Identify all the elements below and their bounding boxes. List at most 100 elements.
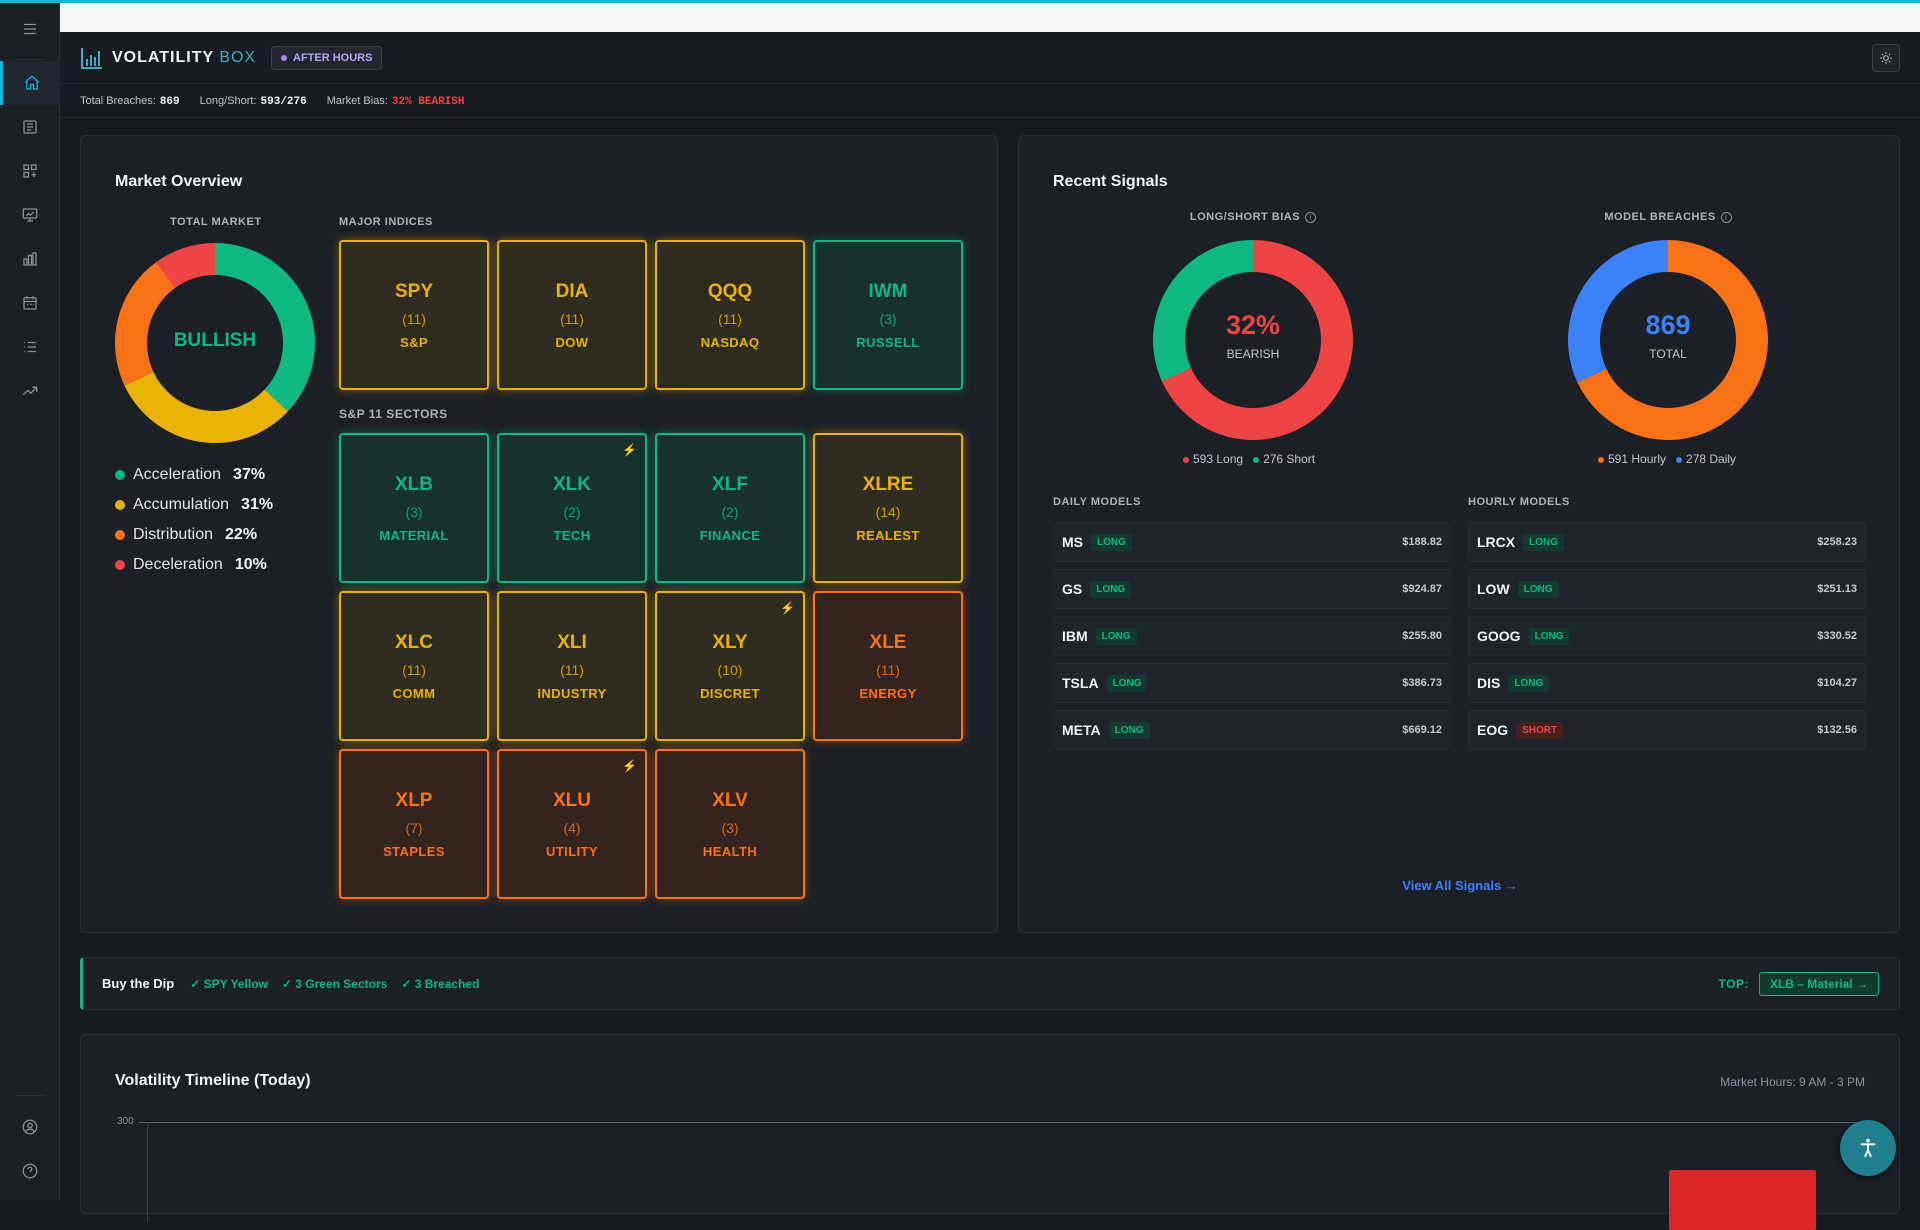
signal-side-badge: LONG bbox=[1090, 580, 1132, 598]
signal-ticker: GS bbox=[1062, 581, 1083, 597]
tile-count: (2) bbox=[721, 503, 739, 520]
y-tick-label: 300 bbox=[117, 1116, 134, 1127]
donut-segment bbox=[1577, 240, 1768, 440]
tile-xlf[interactable]: XLF (2) FINANCE bbox=[655, 433, 805, 583]
recent-signals-panel: Recent Signals LONG/SHORT BIAS i 32% BEAR… bbox=[1018, 135, 1900, 933]
tile-count: (11) bbox=[402, 310, 426, 327]
grid-icon[interactable] bbox=[0, 149, 60, 193]
legend-dot bbox=[1253, 456, 1260, 463]
tile-name: UTILITY bbox=[546, 843, 598, 859]
tile-xlk[interactable]: XLK (2) TECH ⚡ bbox=[497, 433, 647, 583]
theme-toggle-button[interactable] bbox=[1872, 44, 1900, 72]
tile-symbol: XLB bbox=[395, 473, 433, 495]
info-icon[interactable]: i bbox=[1305, 211, 1317, 223]
trending-up-icon[interactable] bbox=[0, 369, 60, 413]
tile-symbol: DIA bbox=[555, 280, 589, 302]
tile-symbol: XLP bbox=[395, 789, 433, 811]
logo-accent: BOX bbox=[219, 49, 257, 66]
phase-dot bbox=[115, 500, 125, 510]
signal-row-ms[interactable]: MS LONG $188.82 bbox=[1053, 522, 1451, 562]
bias-legend: 593 Long 276 Short bbox=[1183, 452, 1315, 466]
tile-dia[interactable]: DIA (11) DOW bbox=[497, 240, 647, 390]
tile-xle[interactable]: XLE (11) ENERGY bbox=[813, 591, 963, 741]
bias-pct: 32% bbox=[1225, 310, 1281, 340]
panel-title: Recent Signals bbox=[1053, 173, 1168, 190]
tile-symbol: XLRE bbox=[862, 473, 914, 495]
sidebar-divider bbox=[14, 1095, 46, 1096]
legend-dot bbox=[1183, 456, 1189, 463]
legend-daily: 278 Daily bbox=[1676, 452, 1736, 466]
signal-row-gs[interactable]: GS LONG $924.87 bbox=[1053, 569, 1451, 609]
panel-title: Volatility Timeline (Today) bbox=[115, 1072, 311, 1089]
info-icon[interactable]: i bbox=[1720, 211, 1732, 223]
timeline-bar[interactable] bbox=[1669, 1170, 1816, 1230]
signal-ticker: DIS bbox=[1477, 675, 1501, 691]
legend-dot bbox=[1676, 456, 1683, 463]
signal-row-dis[interactable]: DIS LONG $104.27 bbox=[1468, 663, 1866, 703]
top-label: TOP: bbox=[1718, 977, 1749, 991]
news-icon[interactable] bbox=[0, 105, 60, 149]
dip-check: ✓ SPY Yellow bbox=[190, 976, 268, 991]
signal-row-tsla[interactable]: TSLA LONG $386.73 bbox=[1053, 663, 1451, 703]
help-circle-icon[interactable] bbox=[0, 1149, 60, 1193]
accessibility-button[interactable] bbox=[1840, 1120, 1896, 1176]
tile-name: INDUSTRY bbox=[537, 685, 607, 701]
donut-segment bbox=[124, 371, 288, 443]
app-header: VOLATILITY BOX AFTER HOURS bbox=[60, 32, 1920, 84]
buy-the-dip-bar: Buy the Dip ✓ SPY Yellow ✓ 3 Green Secto… bbox=[80, 957, 1900, 1010]
signal-row-goog[interactable]: GOOG LONG $330.52 bbox=[1468, 616, 1866, 656]
logo-text: VOLATILITY BOX bbox=[112, 49, 256, 67]
signal-price: $104.27 bbox=[1817, 677, 1857, 689]
tile-name: DOW bbox=[555, 334, 589, 350]
tile-xlp[interactable]: XLP (7) STAPLES bbox=[339, 749, 489, 899]
sidebar-divider bbox=[14, 59, 46, 60]
tile-symbol: XLV bbox=[712, 789, 748, 811]
phase-distribution: Distribution 22% bbox=[115, 526, 257, 544]
list-icon[interactable] bbox=[0, 325, 60, 369]
tile-name: REALEST bbox=[856, 527, 920, 543]
tile-xli[interactable]: XLI (11) INDUSTRY bbox=[497, 591, 647, 741]
tile-name: RUSSELL bbox=[856, 334, 920, 350]
tile-symbol: SPY bbox=[394, 280, 434, 302]
view-all-signals-link[interactable]: View All Signals → bbox=[1402, 878, 1518, 893]
signal-price: $330.52 bbox=[1817, 630, 1857, 642]
signal-ticker: MS bbox=[1062, 534, 1083, 550]
tile-xlv[interactable]: XLV (3) HEALTH bbox=[655, 749, 805, 899]
sectors-label: S&P 11 SECTORS bbox=[339, 407, 448, 421]
bar-chart-icon[interactable] bbox=[0, 237, 60, 281]
menu-icon[interactable] bbox=[0, 7, 60, 51]
calendar-icon[interactable] bbox=[0, 281, 60, 325]
signal-row-lrcx[interactable]: LRCX LONG $258.23 bbox=[1468, 522, 1866, 562]
tile-spy[interactable]: SPY (11) S&P bbox=[339, 240, 489, 390]
y-gridline bbox=[139, 1122, 1869, 1123]
tile-count: (7) bbox=[405, 819, 423, 836]
dip-top-pick: TOP: XLB – Material → bbox=[1719, 972, 1879, 996]
tile-xlb[interactable]: XLB (3) MATERIAL bbox=[339, 433, 489, 583]
tile-qqq[interactable]: QQQ (11) NASDAQ bbox=[655, 240, 805, 390]
home-icon[interactable] bbox=[0, 61, 60, 105]
signal-side-badge: SHORT bbox=[1516, 721, 1564, 739]
tile-xlc[interactable]: XLC (11) COMM bbox=[339, 591, 489, 741]
top-pick-button[interactable]: XLB – Material → bbox=[1758, 972, 1879, 996]
user-circle-icon[interactable] bbox=[0, 1105, 60, 1149]
signal-row-eog[interactable]: EOG SHORT $132.56 bbox=[1468, 710, 1866, 750]
phase-dot bbox=[115, 530, 125, 540]
total-market-label: TOTAL MARKET bbox=[170, 216, 262, 228]
tile-symbol: XLF bbox=[712, 473, 748, 495]
presentation-chart-icon[interactable] bbox=[0, 193, 60, 237]
lightning-icon: ⚡ bbox=[622, 443, 637, 457]
signal-side-badge: LONG bbox=[1106, 674, 1148, 692]
tile-xlre[interactable]: XLRE (14) REALEST bbox=[813, 433, 963, 583]
donut-segment bbox=[1568, 240, 1668, 383]
app-logo[interactable]: VOLATILITY BOX bbox=[80, 46, 256, 70]
tile-count: (2) bbox=[563, 503, 581, 520]
tile-xly[interactable]: XLY (10) DISCRET ⚡ bbox=[655, 591, 805, 741]
tile-iwm[interactable]: IWM (3) RUSSELL bbox=[813, 240, 963, 390]
signal-row-meta[interactable]: META LONG $669.12 bbox=[1053, 710, 1451, 750]
status-dot bbox=[281, 55, 287, 61]
signal-side-badge: LONG bbox=[1508, 674, 1550, 692]
signal-price: $188.82 bbox=[1402, 536, 1442, 548]
signal-row-ibm[interactable]: IBM LONG $255.80 bbox=[1053, 616, 1451, 656]
tile-xlu[interactable]: XLU (4) UTILITY ⚡ bbox=[497, 749, 647, 899]
signal-row-low[interactable]: LOW LONG $251.13 bbox=[1468, 569, 1866, 609]
